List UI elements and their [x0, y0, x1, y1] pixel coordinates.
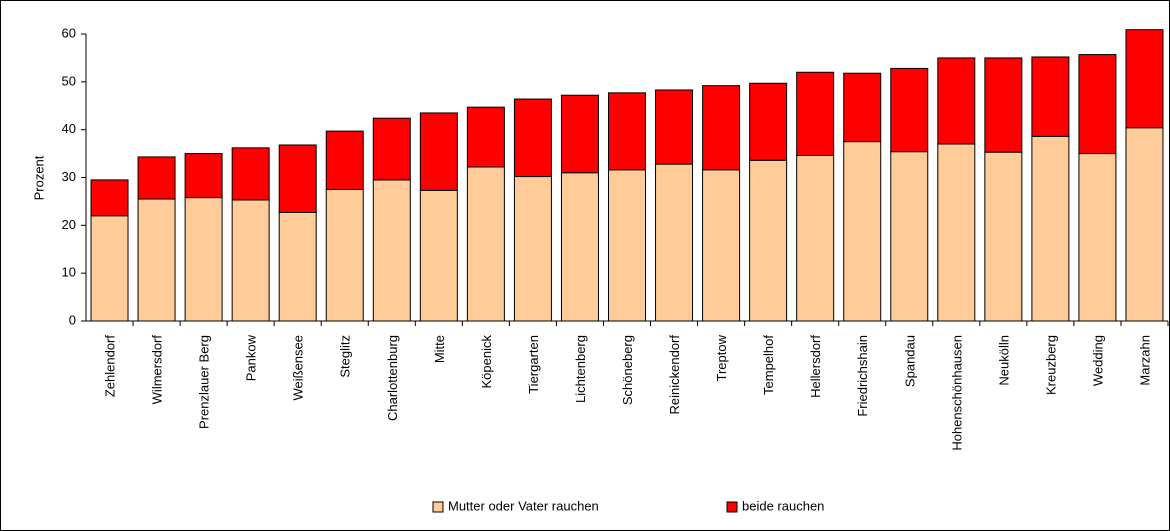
bar-segment	[796, 154, 835, 322]
bar-segment	[231, 199, 270, 322]
bar-segment	[513, 98, 552, 178]
x-tick-label: Friedrichshain	[855, 335, 870, 417]
bar-segment	[325, 188, 364, 322]
x-tick-label: Schöneberg	[620, 335, 635, 405]
y-tick-label: 20	[62, 217, 76, 232]
bar-segment	[372, 179, 411, 322]
bar-segment	[890, 151, 929, 322]
x-tick-label: Hohenschönhausen	[949, 335, 964, 451]
bar-segment	[231, 147, 270, 201]
bar-segment	[184, 197, 223, 322]
x-tick-label: Treptow	[714, 334, 729, 381]
bar-segment	[1125, 127, 1164, 322]
x-tick-label: Tempelhof	[761, 335, 776, 395]
bar-segment	[1031, 56, 1070, 137]
bar-segment	[702, 85, 741, 171]
bar-segment	[419, 189, 458, 322]
x-tick-label: Spandau	[902, 335, 917, 387]
legend-label: beide rauchen	[742, 498, 824, 513]
bar-segment	[513, 176, 552, 322]
bar-segment	[137, 198, 176, 322]
bar-segment	[796, 71, 835, 156]
bar-segment	[608, 169, 646, 322]
bar-segment	[278, 144, 317, 213]
bar-segment	[1031, 135, 1070, 322]
bar-segment	[890, 67, 929, 153]
bar-segment	[1078, 54, 1117, 155]
bar-segment	[655, 89, 694, 165]
x-tick-label: Pankow	[244, 334, 259, 381]
bar-segment	[560, 172, 599, 322]
x-tick-label: Weißensee	[291, 335, 306, 401]
bar-segment	[372, 117, 411, 181]
bar-segment	[466, 166, 505, 322]
x-tick-label: Wilmersdorf	[150, 335, 165, 405]
bar-segment	[937, 57, 976, 145]
x-tick-label: Mitte	[432, 335, 447, 363]
y-tick-label: 60	[62, 25, 76, 40]
x-tick-label: Kreuzberg	[1043, 335, 1058, 395]
y-tick-label: 40	[62, 121, 76, 136]
bar-segment	[749, 82, 788, 161]
y-tick-label: 30	[62, 169, 76, 184]
bar-segment	[937, 143, 976, 322]
legend-swatch	[726, 501, 738, 513]
y-tick-label: 0	[69, 312, 76, 327]
bar-segment	[655, 163, 694, 322]
bar-segment	[984, 57, 1023, 153]
bar-segment	[466, 106, 505, 168]
bar-segment	[325, 130, 364, 190]
bar-segment	[843, 141, 882, 322]
bar-segment	[278, 211, 317, 322]
x-tick-label: Tiergarten	[526, 335, 541, 394]
x-tick-label: Neukölln	[996, 335, 1011, 386]
bar-segment	[702, 169, 741, 322]
x-tick-label: Köpenick	[479, 335, 494, 389]
bar-segment	[1125, 29, 1164, 129]
bar-segment	[419, 112, 458, 191]
bar-segment	[1078, 153, 1117, 322]
x-tick-label: Zehlendorf	[103, 335, 118, 398]
bar-segment	[90, 179, 129, 217]
bar-segment	[560, 94, 599, 174]
bar-segment	[137, 156, 176, 200]
bar-segment	[749, 159, 788, 322]
x-tick-label: Wedding	[1090, 335, 1105, 386]
y-tick-label: 50	[62, 73, 76, 88]
x-tick-label: Lichtenberg	[573, 335, 588, 403]
bar-segment	[608, 92, 646, 171]
x-tick-label: Charlottenburg	[385, 335, 400, 421]
y-axis-label: Prozent	[31, 155, 46, 200]
x-tick-label: Prenzlauer Berg	[197, 335, 212, 429]
bar-segment	[843, 72, 882, 143]
x-tick-label: Marzahn	[1137, 335, 1152, 386]
bar-segment	[984, 151, 1023, 322]
x-tick-label: Steglitz	[338, 335, 353, 378]
bar-segment	[184, 153, 223, 199]
legend-label: Mutter oder Vater rauchen	[448, 498, 599, 513]
bar-segment	[90, 215, 129, 322]
legend-swatch	[432, 501, 444, 513]
x-tick-label: Hellersdorf	[808, 335, 823, 398]
x-tick-label: Reinickendorf	[667, 335, 682, 415]
y-tick-label: 10	[62, 265, 76, 280]
